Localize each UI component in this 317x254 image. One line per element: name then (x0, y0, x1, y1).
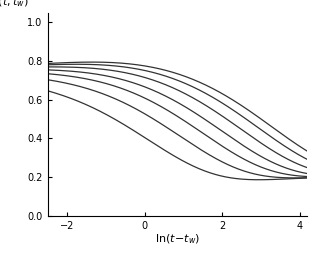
Text: $C(t,t_w)$: $C(t,t_w)$ (0, 0, 29, 9)
X-axis label: $\ln(t\!-\!t_w)$: $\ln(t\!-\!t_w)$ (155, 232, 200, 246)
